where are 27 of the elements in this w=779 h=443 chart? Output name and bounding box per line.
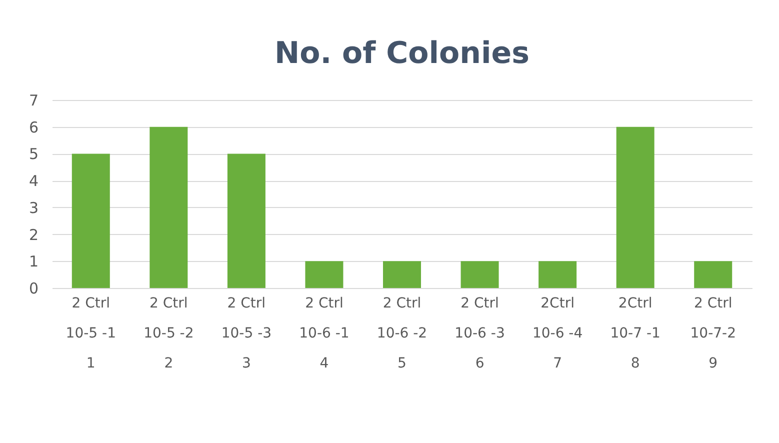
x-tick-label: 2 Ctrl 10-5 -1 1: [66, 296, 116, 372]
y-tick-label: 5: [28, 145, 38, 164]
bar: [150, 126, 188, 288]
x-tick-label: 2 Ctrl 10-7-2 9: [690, 296, 736, 372]
x-tick-label: 2 Ctrl 10-6 -2 5: [376, 296, 428, 372]
x-tick-label: 2Ctrl 10-7 -1 8: [610, 296, 660, 372]
x-tick-label: 2 Ctrl 10-6 -1 4: [299, 296, 350, 372]
y-tick-label: 6: [28, 118, 38, 136]
x-tick-label: 2 Ctrl 10-5 -2 2: [144, 296, 194, 372]
bar: [694, 261, 732, 288]
y-tick-label: 2: [28, 226, 38, 244]
x-tick-label: 2 Ctrl 10-6 -3 6: [454, 296, 505, 372]
y-tick-label: 1: [28, 252, 38, 271]
bar: [616, 126, 654, 288]
bar: [72, 154, 110, 288]
x-tick-label: 2Ctrl 10-6 -4 7: [532, 296, 583, 372]
y-tick-label: 7: [28, 92, 38, 110]
bar: [538, 261, 577, 288]
y-tick-label: 4: [28, 172, 38, 190]
y-tick-label: 0: [28, 280, 38, 298]
chart-title: No. of Colonies: [274, 36, 530, 71]
bar: [227, 154, 266, 288]
bar: [305, 261, 344, 288]
x-tick-label: 2 Ctrl 10-5 -3 3: [221, 296, 272, 372]
bar: [460, 261, 499, 288]
bar: [383, 261, 421, 288]
y-tick-label: 3: [28, 198, 38, 217]
